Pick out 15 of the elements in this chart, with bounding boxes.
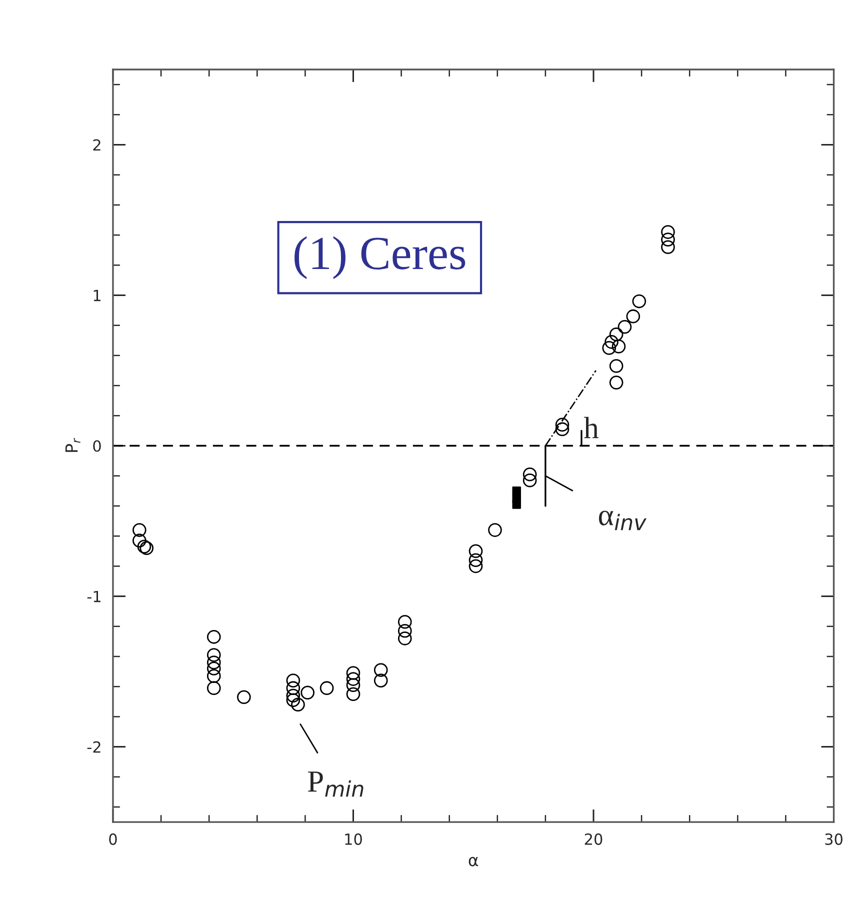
y-tick-label: 0 (93, 440, 101, 452)
annotation: α$_{inv}$ (598, 510, 647, 530)
x-tick-label: 20 (584, 833, 602, 845)
annotation: (1) Ceres (294, 236, 466, 280)
x-tick-label: 0 (109, 833, 117, 845)
y-tick-label: -2 (87, 741, 100, 753)
annotation: h (584, 416, 599, 438)
y-tick-label: -1 (87, 590, 100, 602)
x-tick-label: 30 (825, 833, 842, 845)
y-tick-label: 2 (93, 139, 100, 151)
annotation: P$_{min}$ (308, 772, 364, 797)
x-tick-label: 10 (345, 833, 362, 845)
y-tick-label: 1 (94, 290, 100, 302)
y-axis-title: P$_{r}$ (65, 438, 80, 452)
x-axis-title: α (468, 856, 478, 866)
